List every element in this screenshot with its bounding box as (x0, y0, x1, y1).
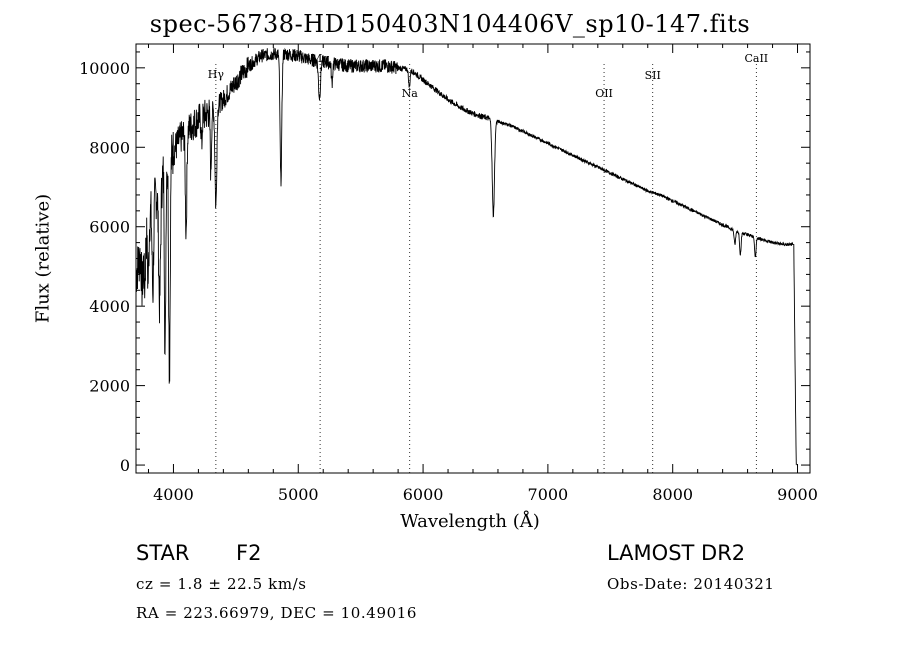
redshift-text: cz = 1.8 ± 22.5 km/s (136, 575, 307, 593)
x-tick-label: 8000 (652, 485, 693, 504)
chart-title: spec-56738-HD150403N104406V_sp10-147.fit… (149, 10, 751, 38)
y-tick-label: 8000 (89, 138, 130, 157)
object-subclass: F2 (236, 541, 262, 565)
x-tick-label: 5000 (278, 485, 319, 504)
y-axis-label: Flux (relative) (32, 193, 54, 324)
spectral-line-label: OII (595, 87, 613, 100)
y-tick-label: 10000 (79, 59, 130, 78)
x-axis-label: Wavelength (Å) (400, 511, 540, 532)
survey-name: LAMOST DR2 (607, 541, 746, 565)
spectral-line-label: SII (645, 69, 661, 82)
y-tick-label: 0 (120, 456, 130, 475)
y-tick-label: 2000 (89, 377, 130, 396)
y-tick-label: 6000 (89, 218, 130, 237)
x-tick-label: 9000 (777, 485, 818, 504)
object-class: STAR (136, 541, 190, 565)
spectrum-line (135, 47, 797, 466)
observation-date: Obs-Date: 20140321 (607, 575, 775, 593)
x-tick-label: 4000 (153, 485, 194, 504)
spectral-line-label: CaII (744, 52, 768, 65)
plot-area: 4000 5000 6000 7000 8000 9000 0 2000 4000 6000 800… (79, 43, 818, 504)
spectral-line-label: Na (402, 87, 419, 100)
plot-frame (135, 43, 811, 474)
y-tick-label: 4000 (89, 297, 130, 316)
x-tick-label: 7000 (528, 485, 569, 504)
x-tick-label: 6000 (403, 485, 444, 504)
coordinates-text: RA = 223.66979, DEC = 10.49016 (136, 604, 418, 622)
spectral-line-label: Hγ (208, 68, 225, 81)
